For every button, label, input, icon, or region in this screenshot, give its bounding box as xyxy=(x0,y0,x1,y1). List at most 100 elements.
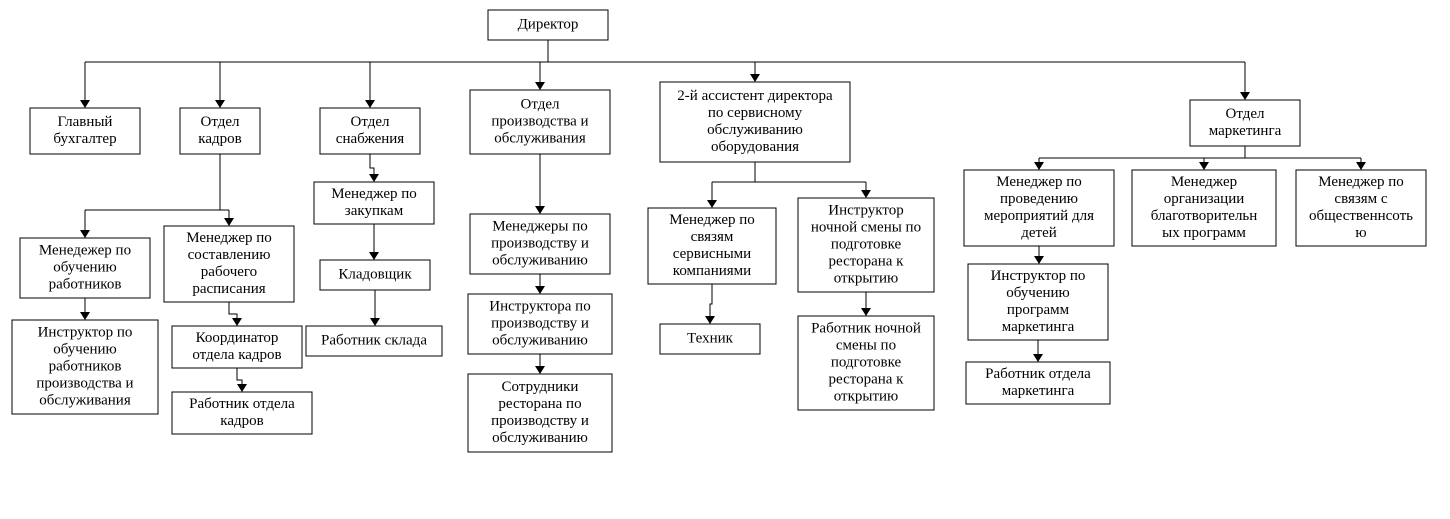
node-label: Инструктор по xyxy=(991,268,1086,284)
node-director: Директор xyxy=(488,10,608,40)
node-hr_worker: Работник отделакадров xyxy=(172,392,312,434)
node-label: Отдел xyxy=(201,114,240,130)
node-label: подготовке xyxy=(831,354,902,370)
node-label: открытию xyxy=(834,388,899,404)
node-night_work: Работник ночнойсмены поподготовкерестора… xyxy=(798,316,934,410)
node-label: производству и xyxy=(491,315,589,331)
node-label: Инструктора по xyxy=(489,298,590,314)
node-label: оборудования xyxy=(711,139,799,155)
node-label: Отдел xyxy=(351,114,390,130)
node-label: смены по xyxy=(836,337,896,353)
node-mkt_kids: Менеджер попроведениюмероприятий длядете… xyxy=(964,170,1114,246)
node-label: обучению xyxy=(1006,285,1070,301)
node-label: Инструктор xyxy=(828,202,904,218)
node-label: рабочего xyxy=(201,264,257,280)
node-acc: Главныйбухгалтер xyxy=(30,108,140,154)
node-label: составлению xyxy=(188,247,271,263)
node-label: компаниями xyxy=(673,263,751,279)
node-label: отдела кадров xyxy=(192,347,281,363)
node-label: производству и xyxy=(491,413,589,429)
node-label: Менедежер по xyxy=(39,242,131,258)
node-label: работников xyxy=(49,276,122,292)
node-label: маркетинга xyxy=(1002,319,1075,335)
node-night_instr: Инструкторночной смены поподготовкересто… xyxy=(798,198,934,292)
node-hr_train: Менедежер пообучениюработников xyxy=(20,238,150,298)
node-label: ночной смены по xyxy=(811,219,921,235)
node-label: ресторана к xyxy=(829,253,905,269)
node-label: общественнсоть xyxy=(1309,208,1413,224)
org-chart: ДиректорГлавныйбухгалтерОтделкадровОтдел… xyxy=(0,0,1450,519)
node-mkt_work: Работник отделамаркетинга xyxy=(966,362,1110,404)
node-label: работников xyxy=(49,358,122,374)
node-label: связям с xyxy=(1334,191,1388,207)
node-svc_tech: Техник xyxy=(660,324,760,354)
node-sup_work: Работник склада xyxy=(306,326,442,356)
node-label: проведению xyxy=(1000,191,1078,207)
node-label: обслуживанию xyxy=(492,332,588,348)
node-sup_mgr: Менеджер позакупкам xyxy=(314,182,434,224)
node-label: Отдел xyxy=(521,96,560,112)
node-label: Координатор xyxy=(196,330,279,346)
node-label: кадров xyxy=(220,413,263,429)
node-label: ю xyxy=(1355,225,1366,241)
node-hr: Отделкадров xyxy=(180,108,260,154)
node-label: расписания xyxy=(192,281,265,297)
node-prod_instr: Инструктора попроизводству иобслуживанию xyxy=(468,294,612,354)
node-hr_coord: Координаторотдела кадров xyxy=(172,326,302,368)
node-svc_mgr: Менеджер посвязямсервиснымикомпаниями xyxy=(648,208,776,284)
node-label: ресторана по xyxy=(498,396,581,412)
node-label: Менеджер по xyxy=(996,174,1082,190)
node-label: обучению xyxy=(53,259,117,275)
node-label: Работник ночной xyxy=(811,320,921,336)
node-label: обслуживанию xyxy=(492,430,588,446)
node-label: Сотрудники xyxy=(502,379,579,395)
node-label: Главный xyxy=(58,114,113,130)
node-label: Работник отдела xyxy=(189,396,295,412)
node-label: связям xyxy=(691,229,734,245)
node-label: по сервисному xyxy=(708,105,803,121)
node-label: Менеджер по xyxy=(331,186,417,202)
node-sup_store: Кладовщик xyxy=(320,260,430,290)
node-label: ых программ xyxy=(1162,225,1246,241)
node-label: обслуживания xyxy=(39,392,131,408)
node-label: Отдел xyxy=(1226,106,1265,122)
node-label: детей xyxy=(1021,225,1057,241)
node-label: производству и xyxy=(491,235,589,251)
node-label: снабжения xyxy=(336,131,404,147)
node-prod_mgr: Менеджеры попроизводству иобслуживанию xyxy=(470,214,610,274)
node-label: программ xyxy=(1007,302,1070,318)
node-label: Менеджер по xyxy=(669,212,755,228)
node-label: Инструктор по xyxy=(38,324,133,340)
node-label: подготовке xyxy=(831,236,902,252)
node-label: производства и xyxy=(36,375,133,391)
node-label: открытию xyxy=(834,270,899,286)
node-mkt_pr: Менеджер посвязям собщественнсотью xyxy=(1296,170,1426,246)
node-label: обучению xyxy=(53,341,117,357)
node-label: сервисными xyxy=(673,246,751,262)
node-label: Директор xyxy=(518,16,579,32)
node-hr_instr: Инструктор пообучениюработниковпроизводс… xyxy=(12,320,158,414)
node-label: кадров xyxy=(198,131,241,147)
node-label: обслуживанию xyxy=(707,122,803,138)
node-label: закупкам xyxy=(345,203,404,219)
node-label: производства и xyxy=(491,113,588,129)
node-label: ресторана к xyxy=(829,371,905,387)
node-label: обслуживанию xyxy=(492,252,588,268)
node-label: Работник склада xyxy=(321,332,427,348)
node-label: Менеджер по xyxy=(186,230,272,246)
node-label: Менеджеры по xyxy=(492,218,588,234)
node-label: Кладовщик xyxy=(338,266,412,282)
node-label: Техник xyxy=(687,330,734,346)
node-assist2: 2-й ассистент директорапо сервисномуобсл… xyxy=(660,82,850,162)
node-marketing: Отделмаркетинга xyxy=(1190,100,1300,146)
node-label: маркетинга xyxy=(1002,383,1075,399)
node-label: благотворительн xyxy=(1151,208,1258,224)
node-label: обслуживания xyxy=(494,130,586,146)
node-label: мероприятий для xyxy=(984,208,1094,224)
node-label: маркетинга xyxy=(1209,123,1282,139)
node-label: бухгалтер xyxy=(53,131,116,147)
node-mkt_charity: Менеджерорганизацииблаготворительных про… xyxy=(1132,170,1276,246)
node-prod: Отделпроизводства иобслуживания xyxy=(470,90,610,154)
node-supply: Отделснабжения xyxy=(320,108,420,154)
node-mkt_instr: Инструктор пообучениюпрограмммаркетинга xyxy=(968,264,1108,340)
